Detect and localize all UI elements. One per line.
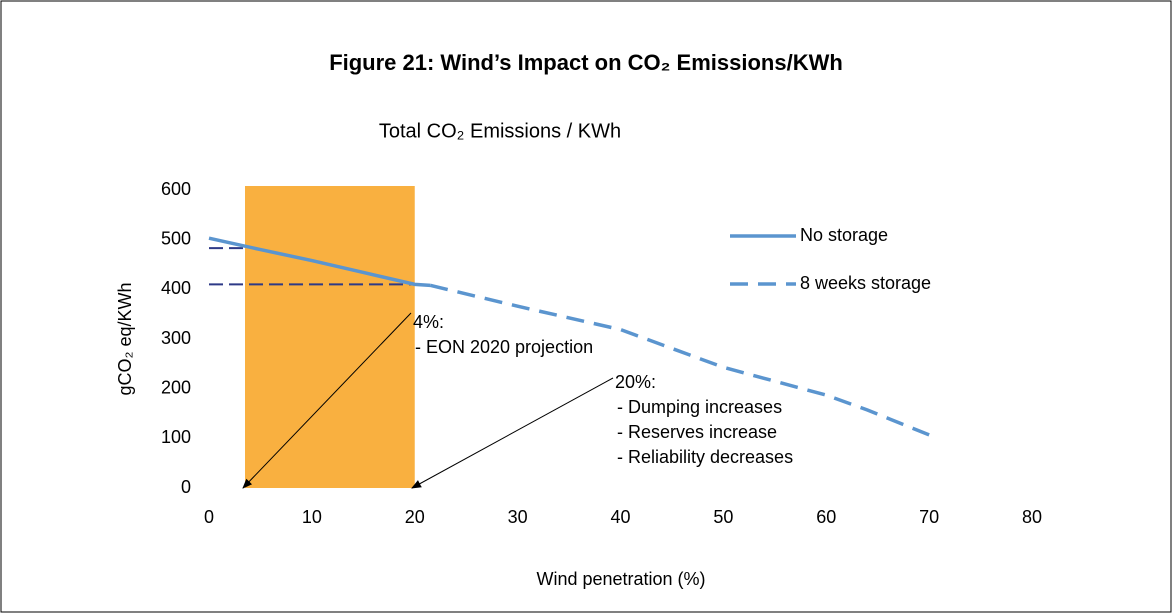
y-axis-label: gCO₂ eq/KWh — [115, 282, 135, 395]
chart-title: Figure 21: Wind’s Impact on CO₂ Emission… — [329, 50, 843, 75]
annotation-text: 4%: — [413, 312, 444, 332]
legend-label: 8 weeks storage — [800, 273, 931, 293]
x-tick-label: 40 — [610, 507, 630, 527]
chart-subtitle: Total CO₂ Emissions / KWh — [379, 120, 621, 142]
y-tick-label: 500 — [161, 228, 191, 248]
x-axis-label: Wind penetration (%) — [536, 569, 705, 589]
legend-label: No storage — [800, 225, 888, 245]
annotation-text: - Reserves increase — [617, 422, 777, 442]
x-tick-label: 30 — [508, 507, 528, 527]
x-tick-label: 50 — [713, 507, 733, 527]
annotation-arrow — [242, 312, 412, 489]
x-tick-label: 60 — [816, 507, 836, 527]
y-tick-label: 100 — [161, 427, 191, 447]
y-tick-label: 200 — [161, 377, 191, 397]
annotation-text: 20%: — [615, 372, 656, 392]
annotation-arrow — [411, 377, 614, 489]
x-tick-label: 80 — [1022, 507, 1042, 527]
x-tick-label: 10 — [302, 507, 322, 527]
x-tick-label: 20 — [405, 507, 425, 527]
y-tick-label: 400 — [161, 278, 191, 298]
x-tick-label: 70 — [919, 507, 939, 527]
annotation-text: - EON 2020 projection — [415, 337, 593, 357]
annotation-text: - Reliability decreases — [617, 447, 793, 467]
y-tick-label: 300 — [161, 328, 191, 348]
annotation-text: - Dumping increases — [617, 397, 782, 417]
series-line — [208, 236, 431, 288]
y-tick-label: 0 — [181, 477, 191, 497]
y-tick-label: 600 — [161, 179, 191, 199]
shaded-region — [245, 186, 415, 488]
x-tick-label: 0 — [204, 507, 214, 527]
series-line — [429, 283, 930, 437]
